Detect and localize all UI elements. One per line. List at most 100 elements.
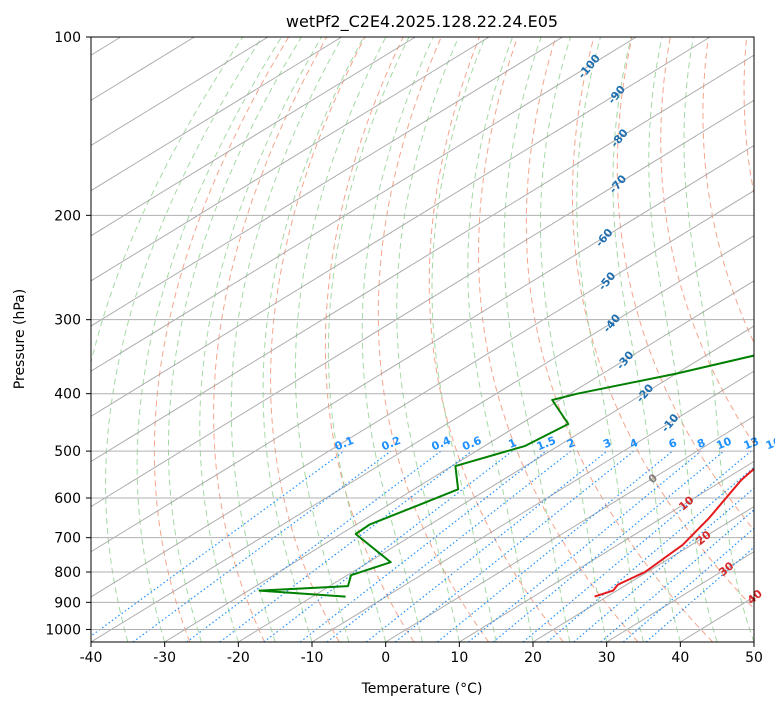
x-axis: -40 -30 -20 -10 0 10 20 30 40 50 (80, 642, 763, 666)
mixing-ratio-line (492, 450, 725, 642)
mixing-ratio-line (645, 546, 754, 642)
moist-adiabat (230, 37, 343, 642)
y-axis: 100 200 300 400 500 600 700 800 900 1000 (45, 30, 91, 638)
isotherm (91, 37, 490, 282)
x-tick-label: 0 (381, 650, 390, 666)
y-tick-label: 600 (54, 491, 81, 507)
mixing-ratio-label: 0.4 (430, 434, 453, 453)
moist-adiabat (294, 37, 387, 642)
x-tick-label: 40 (671, 650, 689, 666)
isotherm-label: -100 (575, 52, 603, 82)
isotherm (91, 99, 754, 508)
isotherm-label: -80 (608, 126, 631, 150)
isotherm (238, 325, 754, 642)
mixing-ratio-line (326, 450, 572, 642)
mixing-ratio-line (394, 450, 635, 642)
mixing-ratio-line (546, 466, 754, 642)
inline-labels: -100-90-80-70-60-50-40-30-20-100.1 0.2 0.4… (333, 52, 775, 607)
isotherm (606, 551, 754, 642)
moist-adiabat (503, 37, 571, 642)
moist-adiabat (361, 37, 434, 642)
isotherm (311, 370, 754, 642)
isotherm (91, 37, 416, 237)
isotherm-label: -60 (593, 226, 616, 250)
dry-adiabat (270, 37, 366, 642)
mixing-ratio-label: 1 (507, 436, 519, 451)
isotherm (91, 37, 342, 192)
y-tick-label: 200 (54, 208, 81, 224)
x-tick-label: 30 (598, 650, 616, 666)
x-tick-label: 20 (524, 650, 542, 666)
dewpoint-trace (258, 354, 754, 598)
mixing-ratio-line (91, 450, 345, 637)
plot-frame (90, 36, 755, 643)
dry-adiabat (377, 37, 490, 642)
isotherm-label: -90 (605, 83, 628, 107)
mixing-ratio-label: 0.6 (460, 434, 483, 453)
moist-adiabat (648, 37, 718, 642)
x-tick-label: 50 (745, 650, 763, 666)
adiabat-label: 40 (745, 587, 765, 607)
dry-adiabat (525, 37, 714, 642)
mixing-ratio-label: 13 (742, 435, 761, 453)
isotherm-label: -70 (607, 172, 630, 196)
adiabat-label: 0 (646, 471, 660, 486)
y-tick-label: 300 (54, 313, 81, 329)
moist-adiabat (136, 37, 282, 642)
moist-adiabat (467, 37, 534, 642)
adiabat-label: 30 (716, 559, 736, 579)
pressure-gridlines (91, 37, 754, 630)
mixing-ratio-line (186, 450, 442, 642)
dry-adiabat (702, 37, 754, 344)
mixing-ratio-label: 6 (667, 436, 679, 451)
dry-adiabat (660, 37, 754, 445)
mixing-ratio-line (365, 450, 608, 642)
data-traces (258, 354, 754, 598)
chart-title: wetPf2_C2E4.2025.128.22.24.E05 (286, 12, 558, 32)
moist-adiabat (576, 37, 644, 642)
x-axis-label: Temperature (°C) (361, 681, 483, 697)
y-tick-label: 400 (54, 387, 81, 403)
mixing-ratio-line (132, 450, 392, 642)
adiabat-label: 10 (676, 493, 696, 513)
isotherm (753, 641, 754, 642)
isotherm (459, 460, 754, 642)
mixing-ratio-label: 4 (628, 436, 640, 451)
mixing-ratio-line (522, 450, 752, 642)
isotherm (91, 235, 754, 642)
x-tick-label: -40 (80, 650, 103, 666)
moist-adiabat (683, 37, 754, 642)
moist-adiabat (105, 37, 263, 642)
isotherm (91, 37, 637, 372)
mixing-ratio-label: 0.2 (380, 434, 403, 453)
x-tick-label: -20 (227, 650, 250, 666)
moist-adiabat (431, 37, 497, 642)
moist-adiabat (396, 37, 460, 642)
y-tick-label: 500 (54, 444, 81, 460)
isotherm (385, 415, 754, 642)
background-lines (91, 37, 754, 642)
mixing-ratio-line (219, 450, 473, 642)
isotherm-label: -20 (634, 381, 657, 405)
isotherm (91, 144, 754, 553)
temperature-trace (594, 467, 754, 598)
moist-adiabat (91, 37, 244, 642)
moist-adiabat (262, 37, 365, 642)
mixing-ratio-label: 16 (764, 435, 775, 453)
mixing-ratio-line (573, 487, 754, 642)
isotherm (91, 37, 563, 327)
mixing-ratio-label: 2 (565, 436, 577, 451)
isotherm (91, 37, 711, 417)
mixing-ratio-line (263, 450, 513, 642)
moist-adiabat (168, 37, 302, 642)
dry-adiabat (478, 37, 639, 642)
isotherm (91, 190, 754, 598)
moist-adiabat (612, 37, 681, 642)
dry-adiabat (213, 37, 328, 642)
y-tick-label: 100 (54, 30, 81, 46)
mixing-ratio-label: 3 (601, 436, 613, 451)
dry-adiabat (572, 37, 754, 610)
dry-adiabat (616, 37, 754, 531)
isotherm (532, 505, 754, 642)
